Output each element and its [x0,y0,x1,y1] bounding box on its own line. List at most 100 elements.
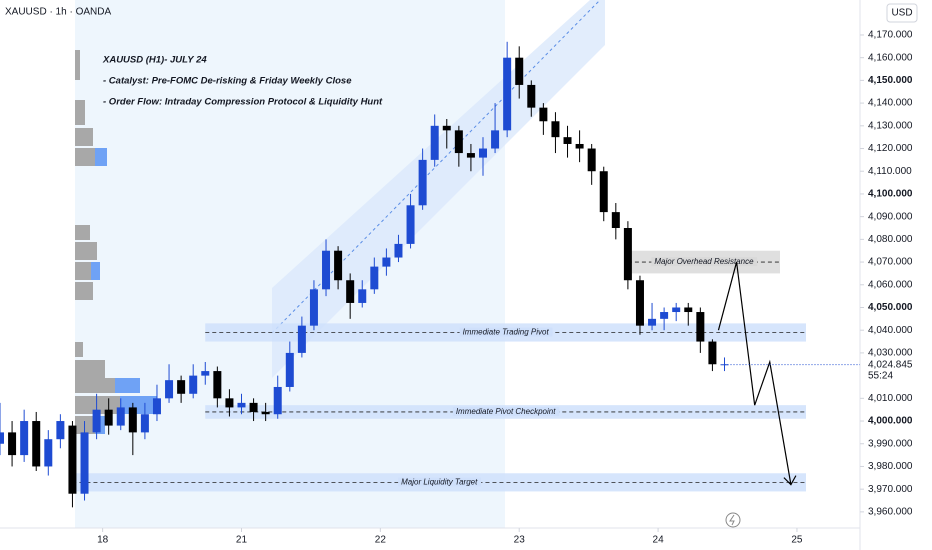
candle-body [696,312,705,342]
y-tick-label: 4,090.000 [868,211,913,222]
candle-body [334,250,343,281]
flash-glyph [729,514,735,526]
candle-body [8,432,17,456]
volume-profile [75,50,157,434]
y-tick-label: 4,000.000 [868,416,913,427]
y-tick-label: 4,120.000 [868,143,913,154]
x-tick-label: 22 [375,535,387,546]
candle-body [189,375,198,394]
symbol-header: XAUUSD · 1h · OANDA [5,7,111,18]
annotation: - Catalyst: Pre-FOMC De-risking & Friday… [103,76,352,87]
range-background [75,0,505,528]
zone-label-bg [459,327,553,337]
candle-body [587,148,596,172]
candle-body [382,257,391,267]
candle-body [708,341,717,365]
y-tick-label: 4,040.000 [868,325,913,336]
candle-body [515,57,524,85]
y-tick-label: 3,990.000 [868,438,913,449]
candle-body [358,289,367,303]
zone-label: Immediate Trading Pivot [463,328,550,337]
candle-body [442,125,451,131]
candle-body [551,121,560,138]
x-tick-label: 25 [791,535,803,546]
candle-body [140,414,149,433]
candle-body [563,137,572,144]
candle-body [177,380,186,394]
x-tick-label: 18 [97,535,109,546]
candle-body [32,421,41,467]
y-tick-label: 4,050.000 [868,302,913,313]
flash-icon[interactable] [725,512,741,528]
y-tick-label: 4,080.000 [868,234,913,245]
candle-body [430,125,439,160]
candle-body [660,312,669,319]
zone-label: Major Liquidity Target [401,477,478,486]
candle-body [213,371,222,399]
zone-label: Major Overhead Resistance [654,257,754,266]
zone-label-bg [452,407,560,417]
candle-body [491,130,500,149]
candle-body [20,421,29,456]
annotation: XAUUSD (H1)- JULY 24 [102,55,207,66]
candle-body [104,409,113,426]
candle-body [370,266,379,290]
candle-body [454,130,463,154]
last-price-label: 4,024.845 [868,359,913,370]
zone-label-bg [651,257,758,267]
projection-arrowhead [783,475,797,486]
candle-body [68,425,77,494]
y-tick-label: 4,070.000 [868,257,913,268]
currency-box[interactable] [886,3,918,23]
candle-body [503,57,512,131]
x-tick-label: 23 [514,535,526,546]
candle-body [285,352,294,387]
candle-body [273,386,282,415]
candle-body [575,143,584,149]
candle-body [237,402,246,408]
candle-body [116,407,125,426]
candle-body [128,407,137,433]
countdown: 55:24 [868,370,893,381]
candle-body [672,307,681,313]
y-tick-label: 4,110.000 [868,166,912,177]
candle-body [322,250,331,290]
candle-body [249,402,258,412]
x-tick-label: 24 [653,535,665,546]
y-tick-label: 3,960.000 [868,507,913,518]
candle-body [165,380,174,399]
candle-body [92,409,101,433]
projection-path [717,261,792,485]
y-tick-label: 3,980.000 [868,461,913,472]
candle-body [648,318,657,326]
channel [272,0,605,378]
y-tick-label: 4,150.000 [868,75,913,86]
candle-body [225,398,234,408]
candle-body [261,411,270,415]
y-tick-label: 3,970.000 [868,484,913,495]
candle-body [394,243,403,258]
y-tick-label: 4,140.000 [868,98,913,109]
y-tick-label: 4,030.000 [868,348,913,359]
y-tick-label: 4,010.000 [868,393,913,404]
candle-body [611,212,620,229]
candle-body [623,228,632,281]
candle-body [478,148,487,158]
candle-body [406,205,415,244]
candle-body [297,325,306,353]
candle-body [309,289,318,326]
candle-body [466,153,475,158]
candle-body [527,84,536,108]
candle-body [201,371,210,376]
candle-body [56,421,65,440]
y-tick-label: 4,170.000 [868,30,913,41]
y-tick-label: 4,160.000 [868,52,913,63]
candle-body [80,432,89,494]
currency: USD [891,8,912,19]
y-tick-label: 4,130.000 [868,120,913,131]
x-tick-label: 21 [236,535,248,546]
candle-body [599,171,608,213]
candle-body [539,107,548,122]
zone-label: Immediate Pivot Checkpoint [456,407,556,416]
